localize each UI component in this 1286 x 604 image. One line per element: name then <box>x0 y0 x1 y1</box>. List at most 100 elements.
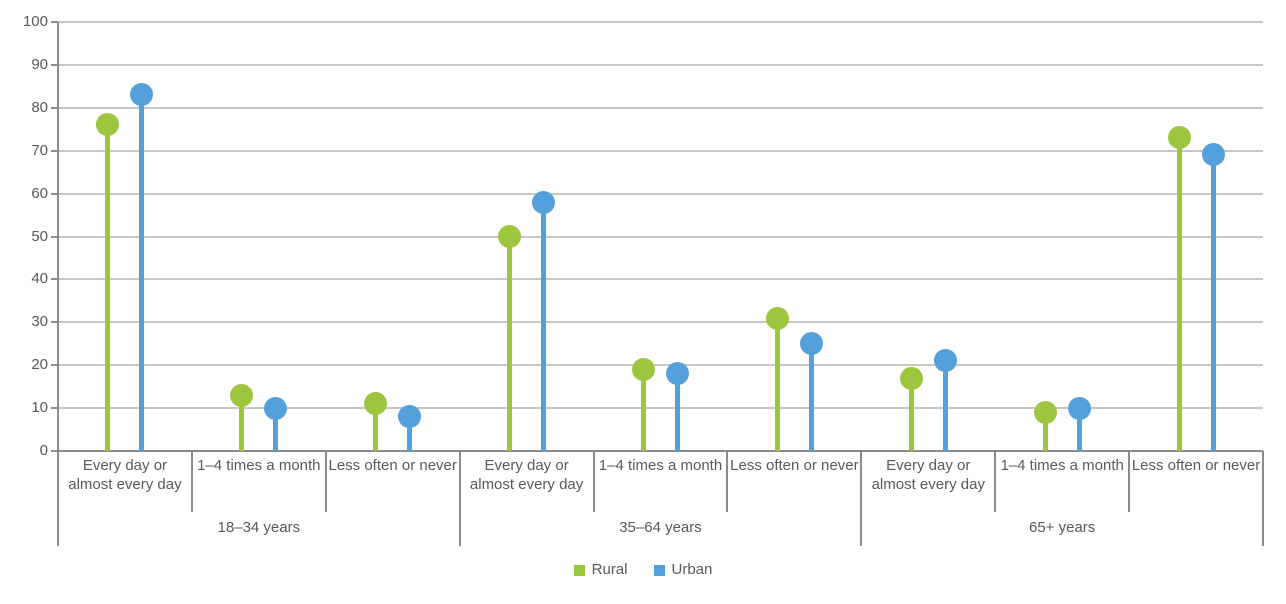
lollipop-marker-rural <box>230 383 254 407</box>
category-separator <box>994 451 997 512</box>
x-axis-line <box>58 450 1263 452</box>
gridline <box>58 364 1263 367</box>
legend-swatch-rural-icon <box>573 564 585 576</box>
y-axis-tick <box>51 450 58 452</box>
y-axis-tick-label: 0 <box>39 442 48 459</box>
lollipop-marker-urban <box>933 349 957 373</box>
legend-label-rural: Rural <box>591 561 628 578</box>
y-axis-tick <box>51 364 58 367</box>
y-axis-tick <box>51 321 58 324</box>
lollipop-stem-urban <box>273 408 279 451</box>
group-separator <box>57 451 59 546</box>
group-label: 35–64 years <box>619 519 702 536</box>
y-axis-tick <box>51 235 58 238</box>
lollipop-marker-rural <box>498 225 522 248</box>
y-axis-tick-label: 80 <box>31 98 48 116</box>
group-separator <box>1262 451 1264 546</box>
lollipop-stem-rural <box>1042 412 1048 451</box>
group-label: 18–34 years <box>217 519 301 536</box>
y-axis-tick-label: 20 <box>31 356 48 374</box>
category-label: Less often or never <box>1131 457 1261 474</box>
lollipop-stem-rural <box>1176 137 1182 451</box>
gridline <box>58 321 1263 324</box>
y-axis-tick-label: 90 <box>31 55 48 73</box>
lollipop-marker-rural <box>765 306 789 330</box>
lollipop-stem-urban <box>808 343 814 451</box>
lollipop-stem-rural <box>373 403 379 451</box>
category-label: 1–4 times a month <box>598 457 723 474</box>
legend: Rural Urban <box>0 561 1286 579</box>
category-label: Every day or almost every day <box>871 457 985 493</box>
category-label: 1–4 times a month <box>1000 457 1124 474</box>
y-axis-tick <box>51 192 58 195</box>
legend-item-rural: Rural <box>573 561 628 579</box>
gridline <box>58 235 1263 238</box>
lollipop-stem-rural <box>105 124 111 451</box>
category-separator <box>592 451 595 512</box>
lollipop-marker-urban <box>398 405 422 429</box>
category-label: Every day or almost every day <box>68 457 182 493</box>
lollipop-stem-urban <box>1076 408 1082 451</box>
gridline <box>58 21 1263 23</box>
legend-label-urban: Urban <box>671 561 713 578</box>
lollipop-marker-urban <box>666 362 689 386</box>
gridline <box>58 192 1263 195</box>
gridline <box>58 63 1263 66</box>
lollipop-marker-rural <box>364 392 388 416</box>
lollipop-marker-urban <box>264 396 288 420</box>
group-separator <box>860 451 863 546</box>
lollipop-marker-urban <box>532 190 556 214</box>
y-axis-tick <box>51 106 58 109</box>
category-label: Less often or never <box>730 457 859 474</box>
lollipop-marker-rural <box>1033 400 1057 424</box>
lollipop-stem-urban <box>1210 154 1216 451</box>
category-label: Every day or almost every day <box>469 457 584 493</box>
y-axis-tick-label: 70 <box>31 141 48 159</box>
y-axis-tick-label: 50 <box>31 227 48 245</box>
lollipop-stem-urban <box>942 360 948 451</box>
lollipop-stem-urban <box>139 94 145 451</box>
lollipop-marker-urban <box>1201 143 1225 167</box>
category-separator <box>324 451 327 512</box>
lollipop-marker-rural <box>899 366 923 390</box>
y-axis-tick <box>51 21 58 23</box>
lollipop-stem-rural <box>641 369 646 451</box>
category-separator <box>190 451 193 512</box>
category-separator <box>726 451 729 512</box>
y-axis-tick <box>51 63 58 66</box>
legend-swatch-urban-icon <box>653 564 665 576</box>
group-label: 65+ years <box>1029 519 1096 536</box>
y-axis-tick-label: 40 <box>31 270 48 288</box>
lollipop-marker-urban <box>1067 396 1091 420</box>
lollipop-marker-urban <box>130 83 154 107</box>
lollipop-marker-rural <box>1167 126 1191 150</box>
lollipop-stem-urban <box>407 416 413 451</box>
y-axis-tick <box>51 149 58 152</box>
lollipop-stem-rural <box>908 378 914 451</box>
gridline <box>58 407 1263 410</box>
category-label: 1–4 times a month <box>197 457 321 474</box>
category-separator <box>1128 451 1131 512</box>
lollipop-stem-urban <box>541 202 547 451</box>
lollipop-stem-rural <box>239 395 245 451</box>
gridline <box>58 278 1263 281</box>
y-axis-tick-label: 60 <box>31 184 48 202</box>
y-axis-tick <box>51 407 58 410</box>
y-axis-tick-label: 100 <box>22 13 48 30</box>
lollipop-marker-urban <box>799 332 823 356</box>
lollipop-stem-urban <box>675 373 680 451</box>
y-axis-line <box>57 22 59 451</box>
y-axis-tick-label: 10 <box>31 399 48 417</box>
lollipop-stem-rural <box>774 318 780 451</box>
legend-item-urban: Urban <box>653 561 713 579</box>
lollipop-stem-rural <box>507 236 513 451</box>
y-axis-tick-label: 30 <box>31 313 48 331</box>
lollipop-marker-rural <box>96 113 120 137</box>
lollipop-marker-rural <box>632 357 655 381</box>
category-label: Less often or never <box>328 457 457 474</box>
y-axis-tick <box>51 278 58 281</box>
group-separator <box>458 451 461 546</box>
gridline <box>58 149 1263 152</box>
gridline <box>58 106 1263 109</box>
